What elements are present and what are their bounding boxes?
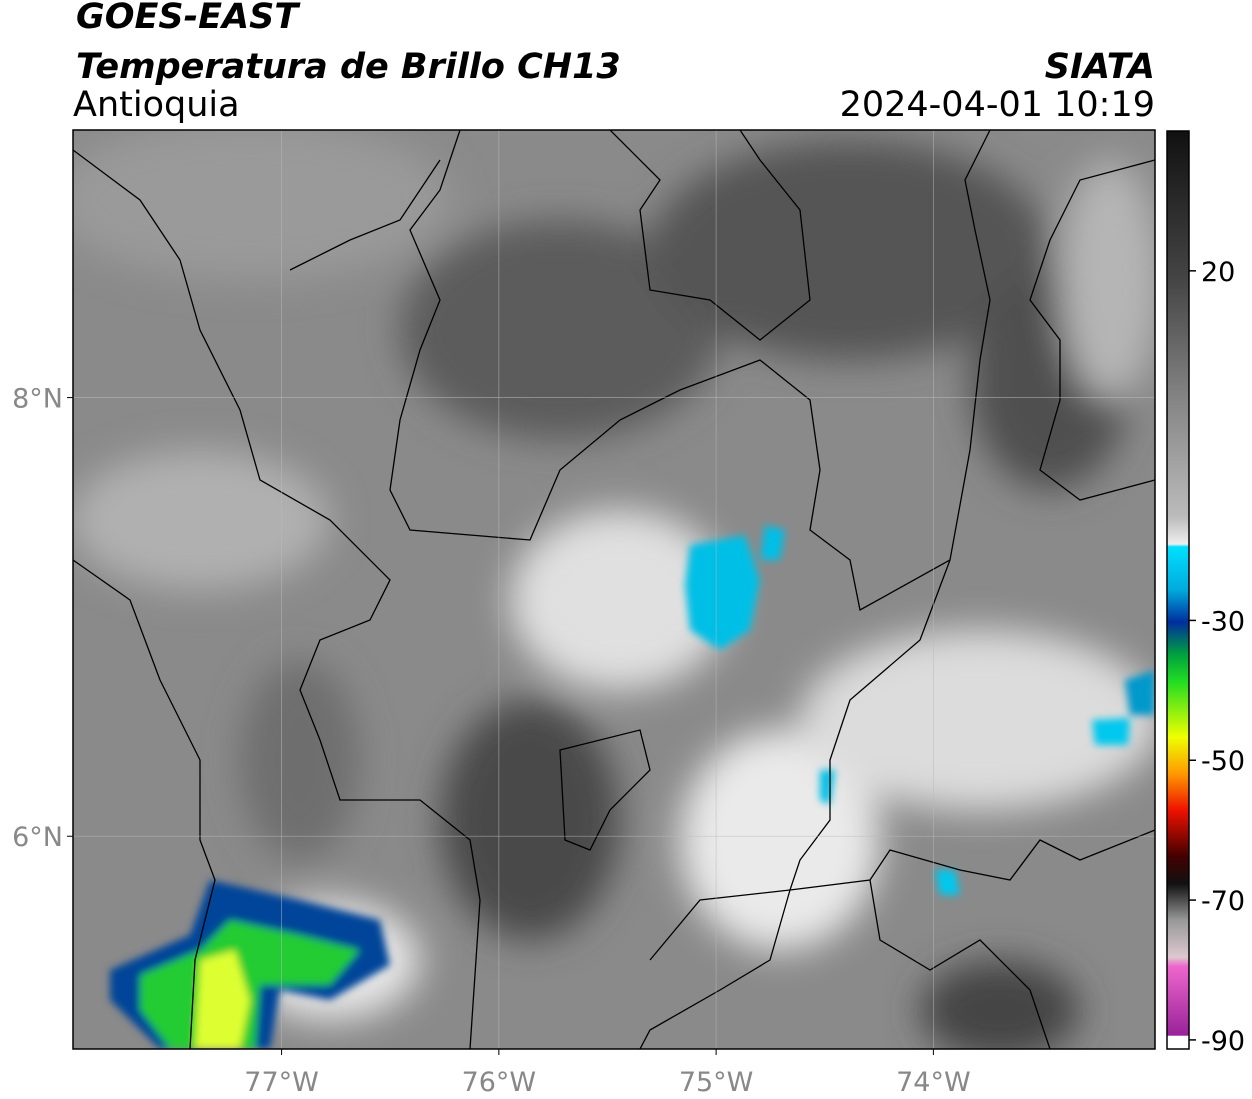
x-tick-label: 75°W bbox=[679, 1067, 754, 1098]
map-frame bbox=[72, 129, 1156, 1050]
colorbar-tick-label: -30 bbox=[1201, 606, 1245, 637]
y-tick-label: 8°N bbox=[12, 384, 63, 415]
region: Antioquia bbox=[73, 85, 240, 125]
graticule bbox=[73, 130, 1155, 1049]
colorbar-tick-label: -90 bbox=[1201, 1026, 1245, 1057]
map-imagery bbox=[73, 130, 1155, 1049]
colorbar-tick-label: -50 bbox=[1201, 746, 1245, 777]
y-tick-label: 6°N bbox=[12, 822, 63, 853]
colorbar bbox=[1166, 130, 1190, 1050]
colorbar-tick-label: 20 bbox=[1201, 257, 1235, 288]
x-tick-label: 76°W bbox=[462, 1067, 537, 1098]
title: GOES-EAST bbox=[76, 0, 301, 37]
source: SIATA bbox=[1045, 47, 1155, 87]
colorbar-tick-label: -70 bbox=[1201, 886, 1245, 917]
boundaries bbox=[73, 130, 1155, 1049]
datetime: 2024-04-01 10:19 bbox=[840, 85, 1155, 125]
subtitle: Temperatura de Brillo CH13 bbox=[76, 47, 621, 87]
x-tick-label: 77°W bbox=[244, 1067, 319, 1098]
x-tick-label: 74°W bbox=[896, 1067, 971, 1098]
